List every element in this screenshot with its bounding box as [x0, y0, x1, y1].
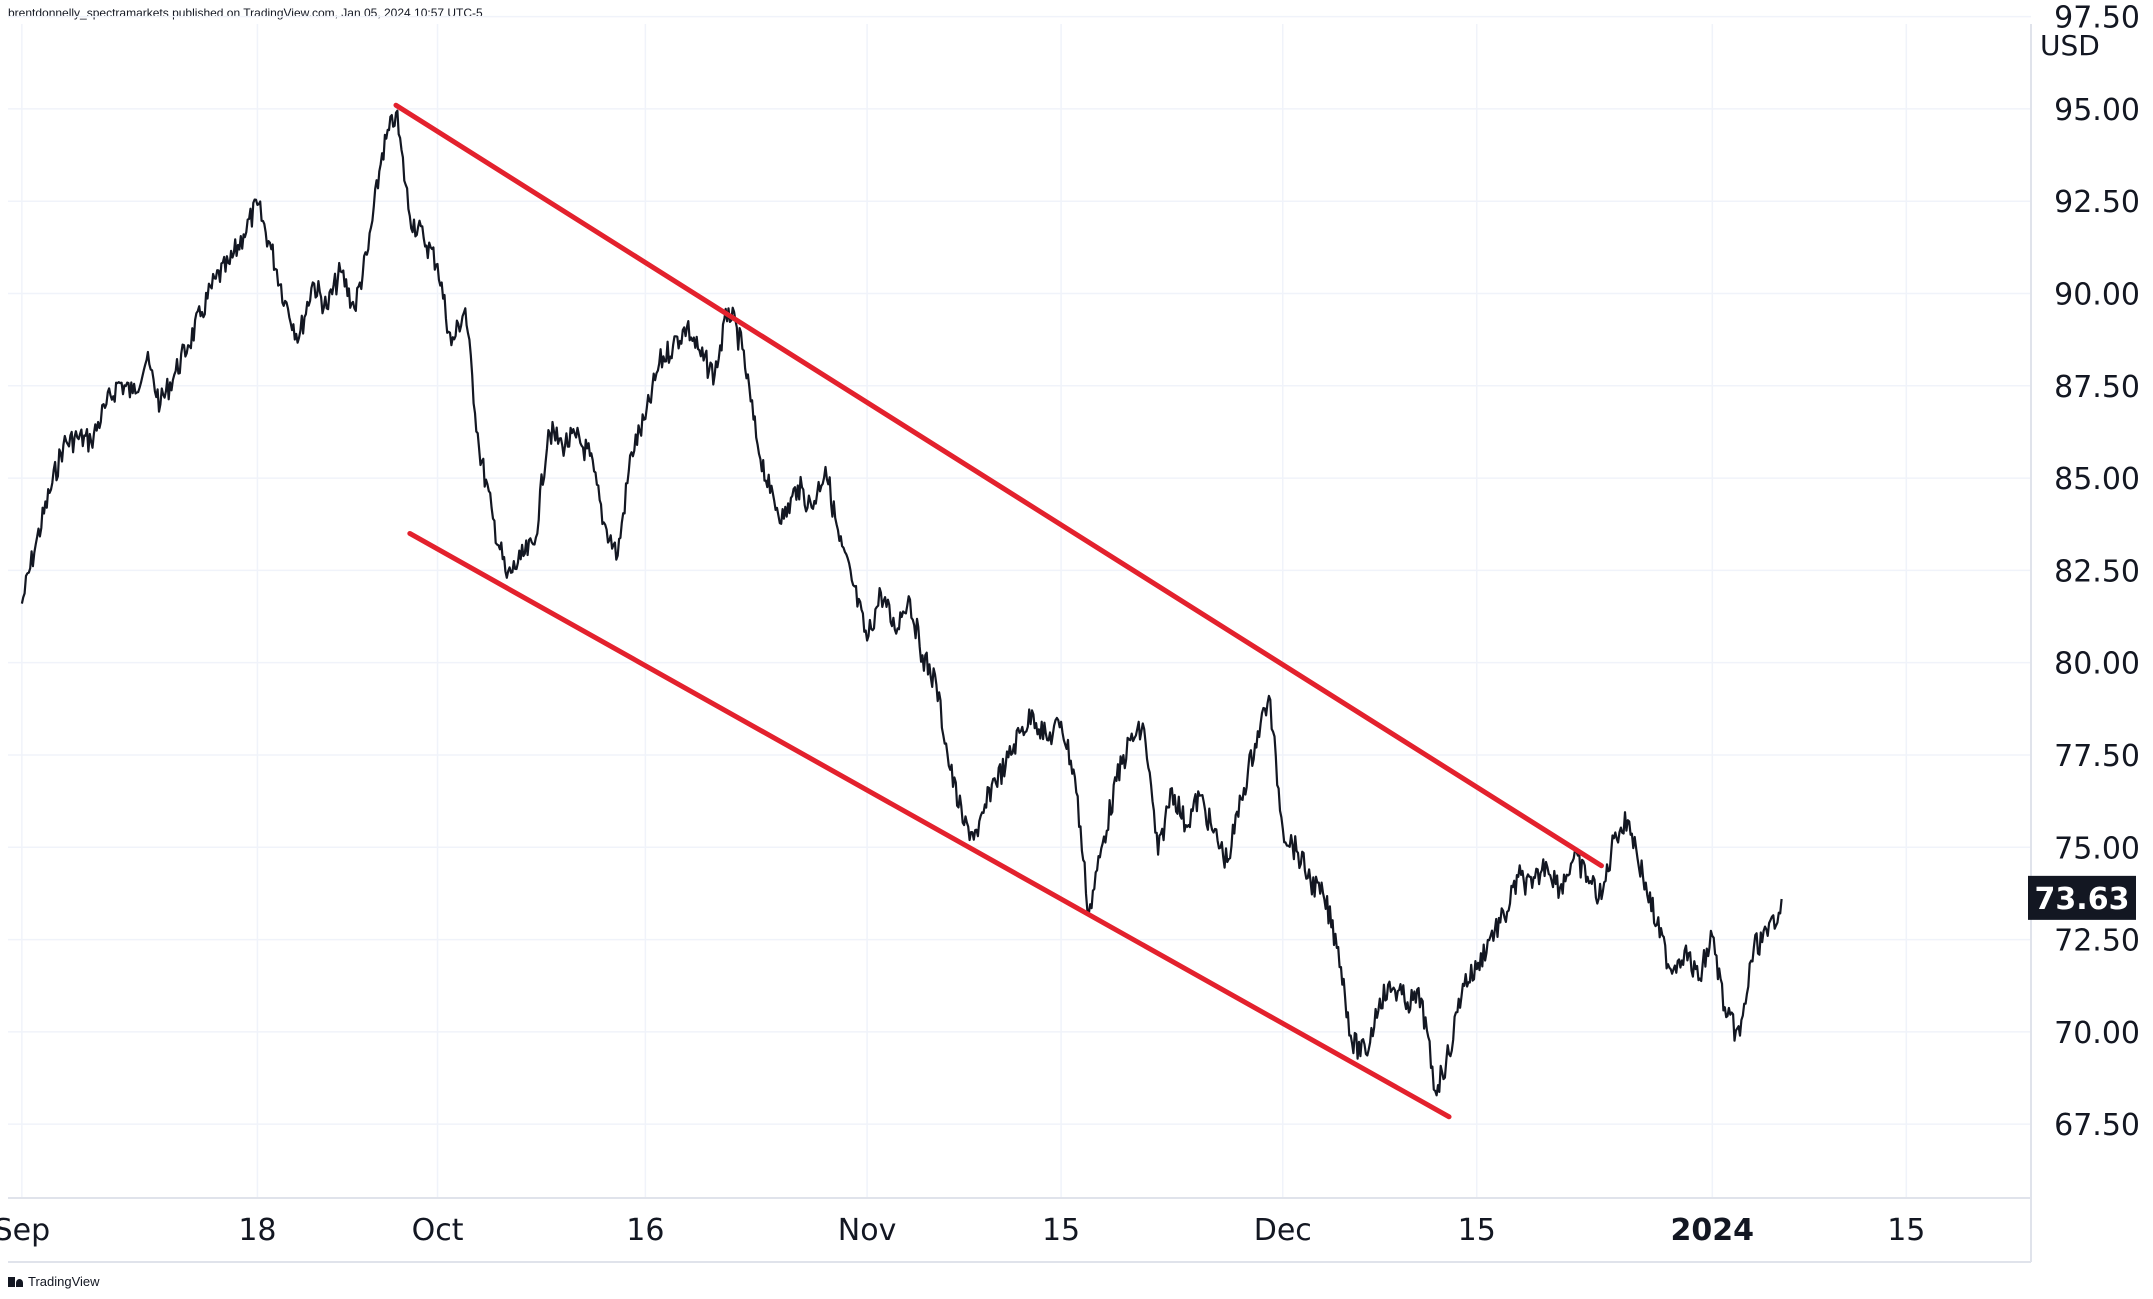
grid: [8, 15, 2031, 1198]
tradingview-logo-text: TradingView: [28, 1274, 100, 1289]
y-tick-label: 67.50: [2054, 1108, 2140, 1143]
y-tick-label: 80.00: [2054, 647, 2140, 682]
x-tick-label: 18: [238, 1213, 276, 1248]
last-price-label: 73.63: [2035, 882, 2130, 917]
y-tick-label: 90.00: [2054, 278, 2140, 313]
y-tick-label: 97.50: [2054, 1, 2140, 36]
time-axis[interactable]: Sep 18 Oct 16 Nov 15 Dec 15 2024 15: [0, 1213, 1925, 1248]
y-tick-label: 92.50: [2054, 185, 2140, 220]
y-tick-label: 75.00: [2054, 831, 2140, 866]
x-tick-label: 15: [1887, 1213, 1925, 1248]
y-tick-label: 77.50: [2054, 739, 2140, 774]
channel-line-lower[interactable]: [407, 530, 1452, 1120]
tradingview-logo-icon: [8, 1276, 24, 1287]
x-tick-label: 15: [1042, 1213, 1080, 1248]
y-tick-label: 85.00: [2054, 462, 2140, 497]
y-tick-label: 87.50: [2054, 370, 2140, 405]
x-tick-label: Nov: [838, 1213, 897, 1248]
y-tick-label: 82.50: [2054, 554, 2140, 589]
y-tick-label: 72.50: [2054, 924, 2140, 959]
price-axis[interactable]: 67.50 70.00 72.50 75.00 77.50 80.00 82.50 85.00…: [2054, 1, 2140, 1144]
x-tick-label: 16: [626, 1213, 664, 1248]
x-tick-label: Oct: [412, 1213, 464, 1248]
price-series-line: [20, 109, 1783, 1097]
last-price-marker: 73.63: [2028, 875, 2136, 920]
y-tick-label: 95.00: [2054, 93, 2140, 128]
channel-line-upper[interactable]: [393, 102, 1604, 869]
y-tick-label: 70.00: [2054, 1016, 2140, 1051]
tradingview-logo[interactable]: TradingView: [8, 1274, 100, 1289]
x-tick-label: 2024: [1671, 1213, 1755, 1248]
x-tick-label: Sep: [0, 1213, 50, 1248]
channel-lines[interactable]: [393, 102, 1604, 1120]
x-tick-label: Dec: [1254, 1213, 1312, 1248]
x-tick-label: 15: [1458, 1213, 1496, 1248]
currency-label: USD: [2040, 29, 2100, 62]
